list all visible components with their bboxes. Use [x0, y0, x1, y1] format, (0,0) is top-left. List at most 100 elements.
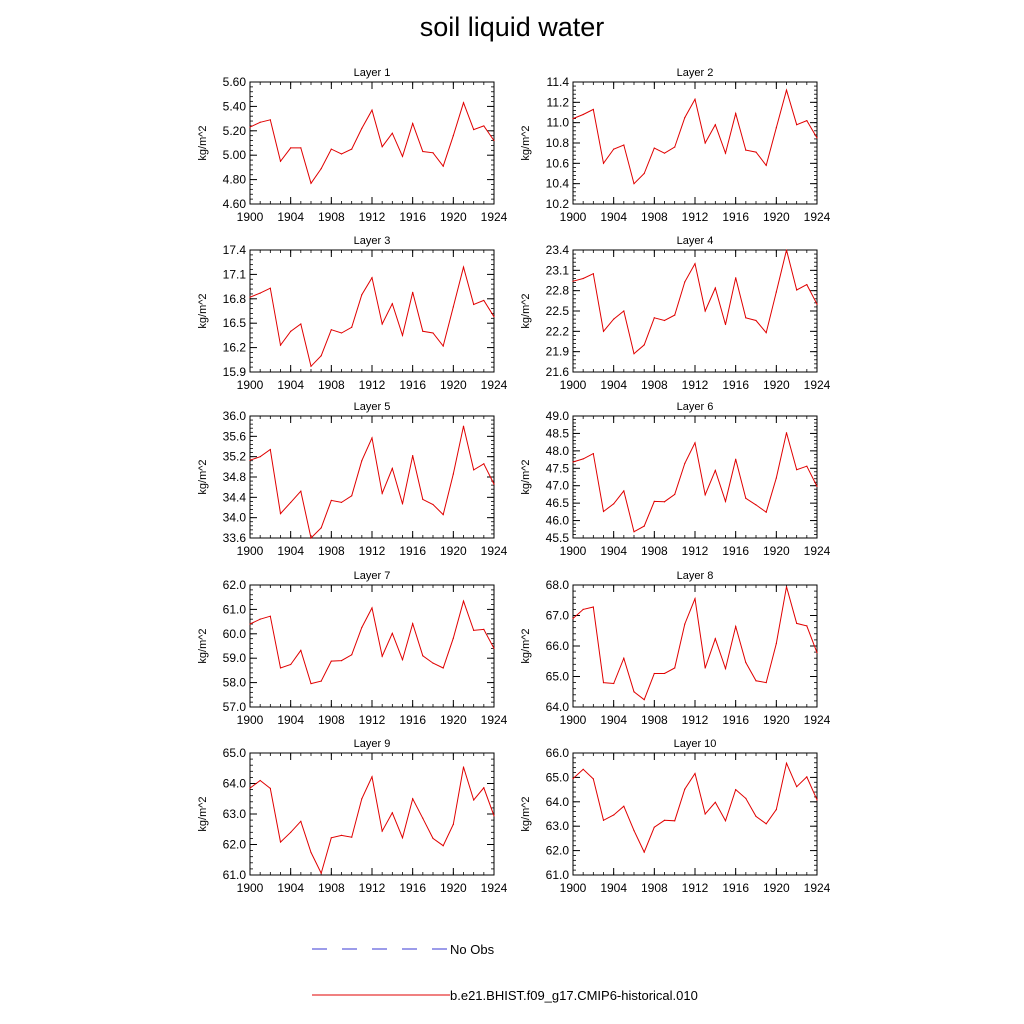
data-point	[674, 146, 676, 148]
panel-title: Layer 2	[677, 67, 714, 79]
y-tick-label: 16.2	[223, 341, 247, 355]
data-point	[269, 787, 271, 789]
y-tick-label: 62.0	[546, 844, 570, 858]
x-tick-label: 1912	[682, 210, 709, 224]
data-point	[493, 139, 495, 142]
data-point	[462, 425, 465, 427]
data-point	[412, 122, 414, 125]
data-point	[816, 485, 818, 488]
y-tick-label: 15.9	[223, 365, 247, 379]
x-tick-label: 1916	[722, 713, 749, 727]
panel-3: 1900 1904 1908 1912 1916 1920 1924 15.9 16.2 16.5…	[197, 235, 508, 392]
data-point	[582, 458, 584, 460]
data-point	[310, 851, 312, 854]
data-point	[572, 461, 574, 463]
data-point	[493, 483, 495, 485]
x-tick-label: 1908	[318, 713, 345, 727]
data-point	[300, 820, 302, 822]
data-point	[684, 116, 686, 119]
data-point	[796, 469, 798, 471]
data-point	[432, 503, 434, 506]
y-tick-label: 66.0	[546, 746, 570, 760]
data-point	[452, 637, 454, 639]
data-point	[422, 655, 424, 657]
y-tick-label: 21.6	[546, 365, 570, 379]
data-point	[452, 823, 454, 825]
data-point	[340, 153, 343, 155]
data-point	[290, 501, 292, 504]
data-point	[401, 837, 404, 839]
data-point	[796, 124, 798, 126]
data-point	[714, 801, 716, 803]
y-tick-label: 21.9	[546, 345, 570, 359]
panel-title: Layer 8	[677, 570, 714, 582]
x-tick-label: 1924	[481, 544, 508, 558]
data-point	[493, 647, 495, 650]
data-point	[259, 121, 261, 123]
y-tick-label: 10.2	[546, 197, 570, 211]
data-point	[340, 501, 343, 504]
data-point	[755, 680, 757, 682]
data-point	[663, 152, 666, 154]
data-point	[269, 119, 271, 121]
x-tick-label: 1924	[481, 210, 508, 224]
data-point	[684, 462, 686, 465]
data-point	[290, 663, 292, 666]
x-tick-label: 1900	[560, 544, 587, 558]
data-point	[694, 442, 696, 444]
data-point	[785, 249, 788, 251]
data-point	[442, 845, 444, 847]
x-tick-label: 1900	[237, 713, 264, 727]
x-tick-label: 1900	[560, 881, 587, 895]
data-point	[684, 788, 686, 790]
y-tick-label: 11.0	[547, 116, 570, 130]
y-tick-label: 62.0	[223, 578, 247, 592]
data-point	[775, 642, 777, 645]
y-tick-label: 33.6	[223, 531, 247, 545]
x-tick-label: 1916	[722, 881, 749, 895]
data-point	[694, 262, 696, 265]
plot-frame	[572, 249, 818, 373]
y-tick-label: 64.0	[223, 777, 247, 791]
y-tick-label: 17.1	[223, 267, 247, 281]
data-point	[432, 332, 434, 334]
data-point	[714, 124, 716, 126]
data-point	[391, 132, 393, 134]
x-tick-label: 1920	[763, 544, 790, 558]
data-point	[462, 600, 465, 602]
data-point	[442, 514, 444, 516]
y-tick-label: 57.0	[223, 700, 247, 714]
data-point	[806, 776, 808, 778]
data-point	[340, 660, 343, 662]
data-point	[381, 830, 383, 832]
y-axis-label: kg/m^2	[197, 293, 209, 328]
data-point	[765, 164, 767, 166]
x-tick-label: 1904	[277, 378, 304, 392]
data-point	[613, 503, 615, 505]
plot-frame	[572, 81, 818, 205]
data-point	[391, 303, 393, 305]
data-point	[765, 511, 767, 513]
y-tick-label: 22.5	[546, 304, 570, 318]
y-tick-label: 66.0	[546, 639, 570, 653]
data-point	[785, 762, 788, 764]
data-point	[422, 150, 424, 153]
data-point	[613, 148, 615, 150]
y-tick-label: 49.0	[546, 409, 570, 423]
data-point	[623, 805, 625, 807]
x-tick-label: 1912	[359, 881, 386, 895]
series-line	[249, 265, 495, 368]
plot-frame	[572, 584, 818, 708]
x-tick-label: 1912	[682, 544, 709, 558]
x-tick-label: 1912	[682, 378, 709, 392]
data-point	[724, 323, 727, 326]
data-point	[765, 823, 767, 825]
data-point	[582, 113, 584, 116]
y-tick-label: 10.8	[546, 136, 570, 150]
x-tick-label: 1900	[560, 378, 587, 392]
y-axis-label: kg/m^2	[520, 796, 532, 831]
x-tick-label: 1916	[399, 378, 426, 392]
data-point	[442, 165, 444, 167]
y-tick-label: 5.20	[223, 124, 247, 138]
plot-frame	[249, 415, 495, 539]
